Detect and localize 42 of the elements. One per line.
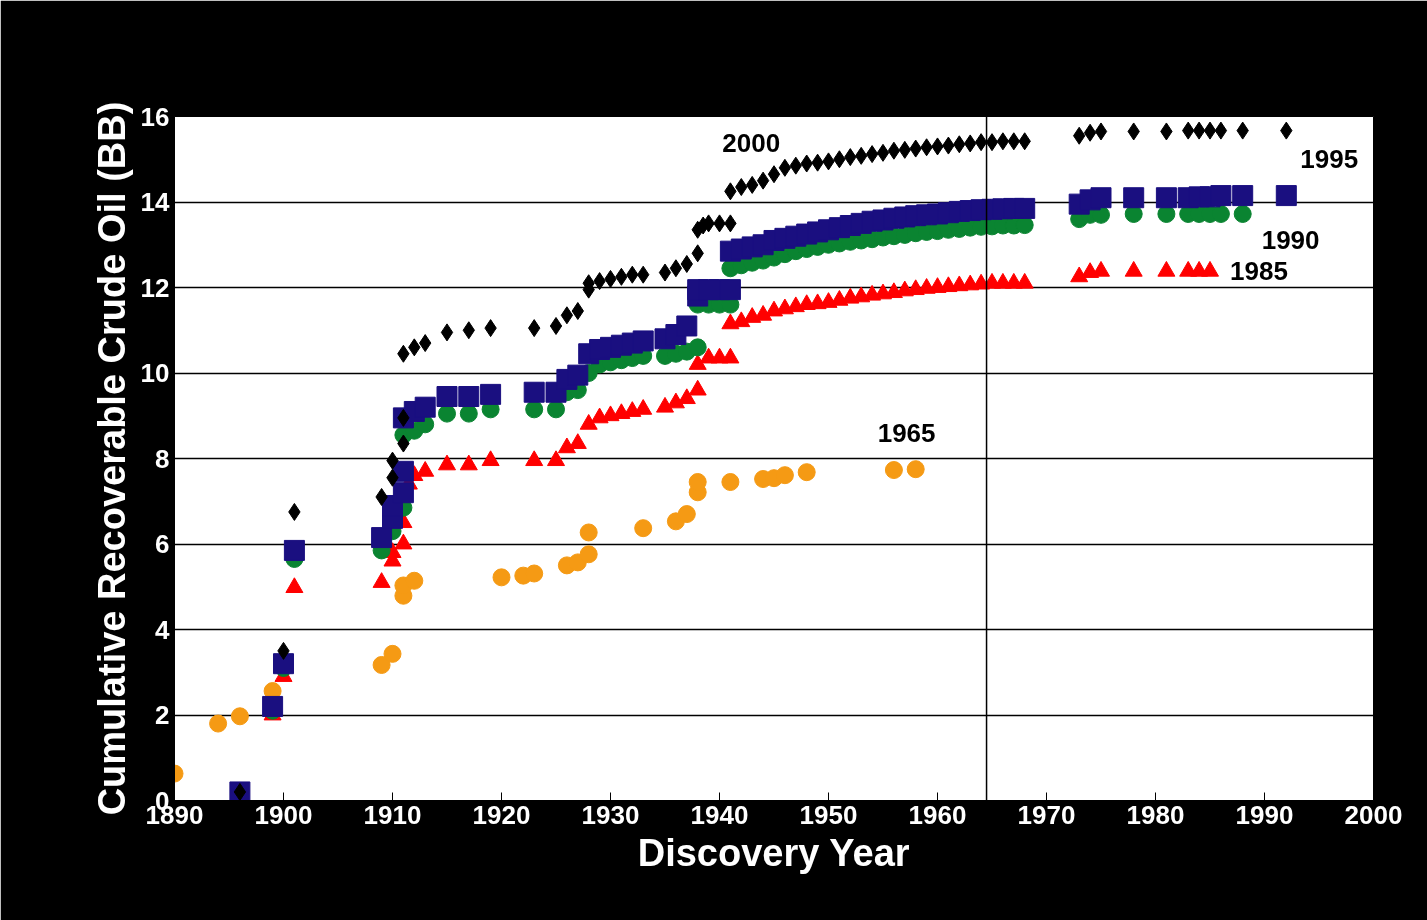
- x-tick-label: 1970: [1017, 799, 1076, 830]
- x-tick-label: 1980: [1126, 799, 1185, 830]
- point: [372, 656, 391, 674]
- series-label: 2000: [722, 127, 781, 158]
- point: [492, 568, 511, 587]
- series-label: 1985: [1230, 256, 1288, 287]
- series-label: 1965: [877, 418, 936, 449]
- y-tick-label: 12: [140, 272, 170, 303]
- point: [721, 473, 740, 491]
- x-axis-title: Discovery Year: [637, 831, 910, 874]
- x-tick-label: 1950: [799, 799, 858, 830]
- point: [525, 564, 544, 583]
- y-tick-label: 14: [140, 187, 171, 217]
- series-label: 1995: [1300, 143, 1359, 174]
- point: [209, 714, 228, 733]
- point: [634, 519, 653, 538]
- y-tick-label: 16: [140, 101, 170, 132]
- x-tick-label: 1930: [581, 799, 640, 830]
- x-tick-label: 2000: [1344, 799, 1403, 830]
- x-tick-label: 1960: [908, 799, 967, 830]
- x-tick-label: 1940: [690, 799, 749, 830]
- y-tick-label: 10: [140, 358, 170, 388]
- y-tick-label: 2: [155, 700, 170, 730]
- y-tick-label: 6: [155, 529, 170, 559]
- y-axis-title: Cumulative Recoverable Crude Oil (BB): [90, 101, 133, 816]
- y-tick-label: 4: [155, 614, 171, 645]
- point: [579, 523, 598, 542]
- point: [230, 707, 249, 726]
- point: [579, 545, 598, 564]
- x-tick-label: 1910: [363, 799, 422, 830]
- point: [383, 644, 402, 663]
- point: [405, 571, 424, 590]
- y-tick-label: 8: [155, 443, 170, 474]
- x-tick-label: 1990: [1235, 799, 1294, 830]
- series-label: 1990: [1261, 224, 1320, 255]
- point: [797, 463, 816, 482]
- point: [884, 461, 903, 480]
- point: [775, 466, 794, 485]
- point: [677, 505, 696, 524]
- point: [906, 460, 925, 479]
- x-tick-label: 1900: [254, 799, 313, 830]
- x-tick-label: 1920: [472, 799, 531, 830]
